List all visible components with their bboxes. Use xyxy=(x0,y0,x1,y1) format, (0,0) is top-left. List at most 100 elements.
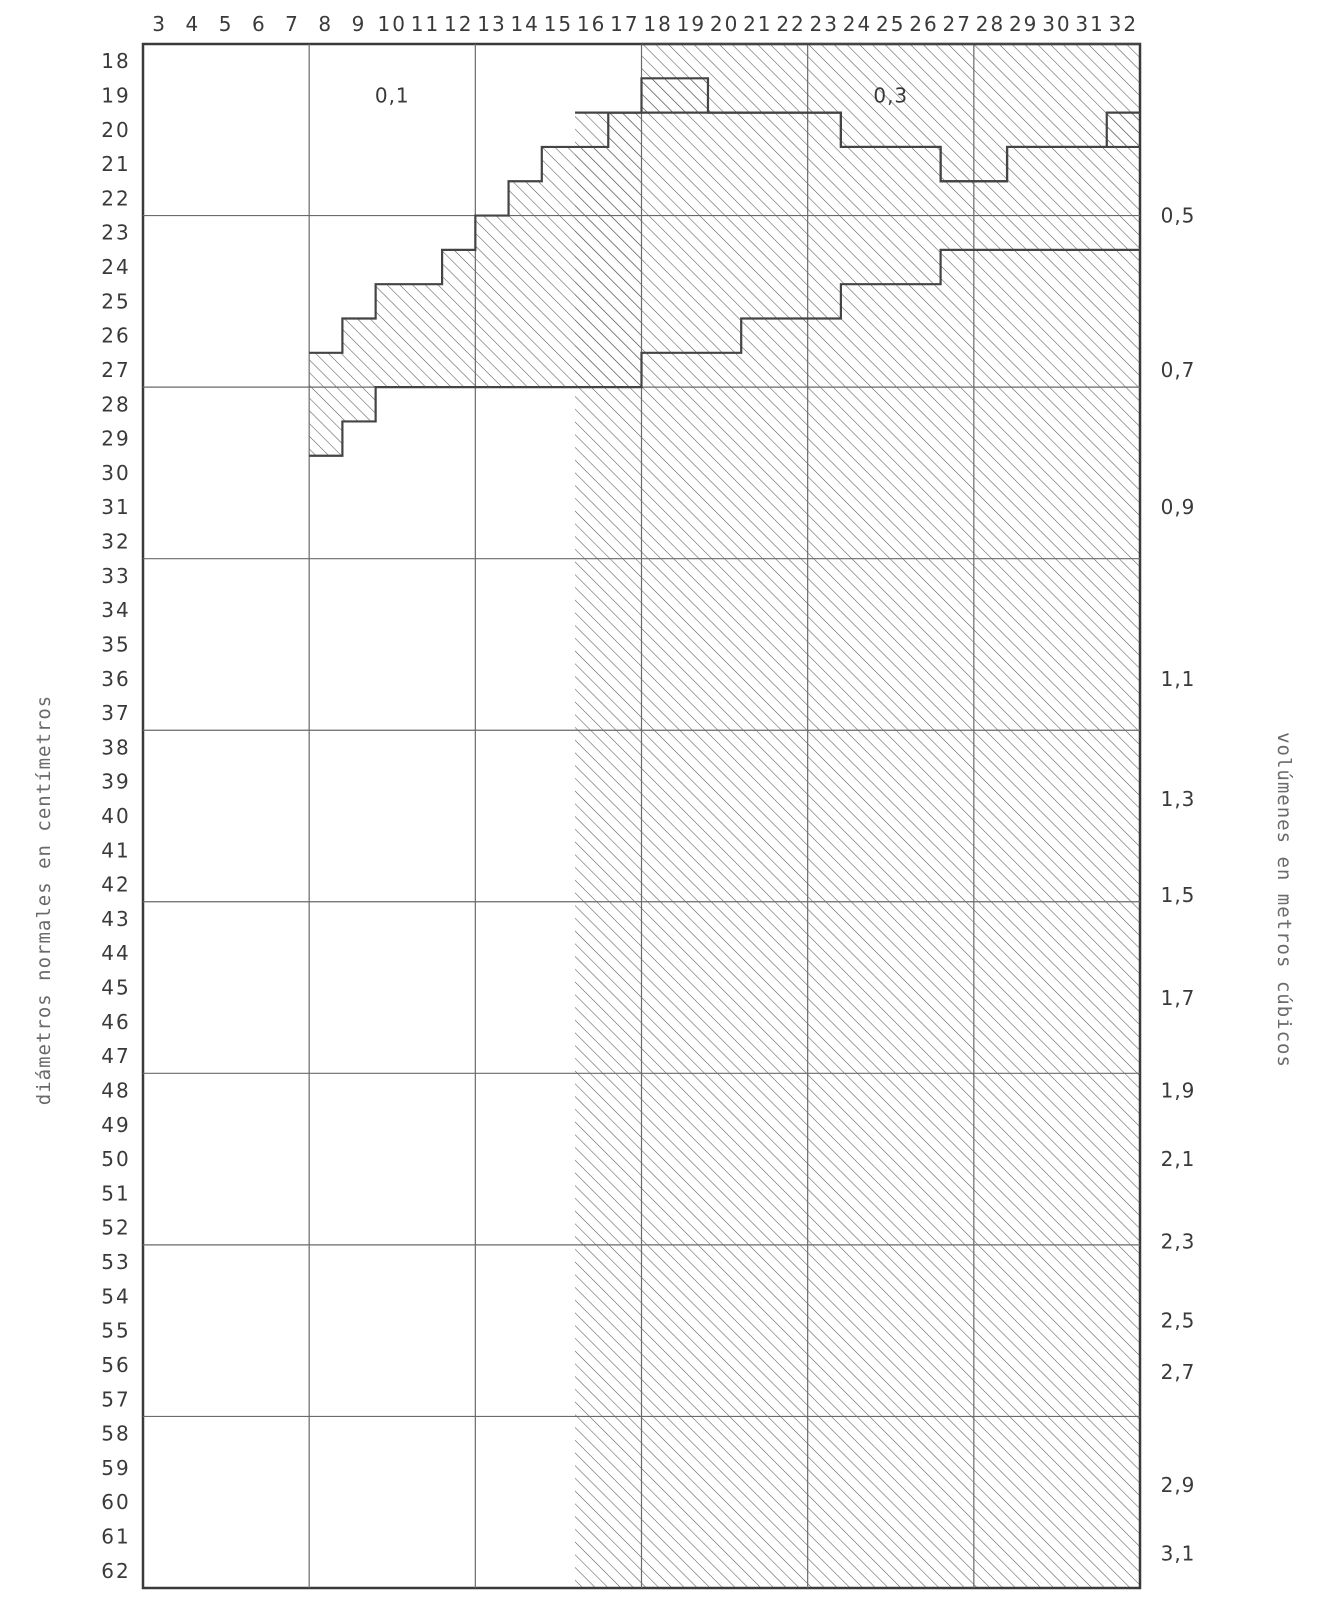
hatch-cell xyxy=(475,215,509,388)
volume-label: 2,1 xyxy=(1161,1147,1196,1171)
volume-label: 0,3 xyxy=(873,83,908,107)
hatch-cell xyxy=(608,112,642,388)
y-tick-label: 23 xyxy=(101,221,130,245)
volume-labels: 0,1 0,3 0,5 0,7 0,9 1,1 1,3 1,5 1,7 1,9 2,1 2,3 2,5 2… xyxy=(375,83,1196,1565)
y-tick-label: 35 xyxy=(101,632,130,656)
y-tick-label: 22 xyxy=(101,186,130,210)
x-tick-label: 11 xyxy=(411,12,440,36)
y-tick-label: 32 xyxy=(101,530,130,554)
y-tick-label: 42 xyxy=(101,873,130,897)
volume-label: 1,3 xyxy=(1161,787,1196,811)
volume-label: 2,7 xyxy=(1161,1360,1196,1384)
x-tick-label: 17 xyxy=(610,12,639,36)
y-tick-label: 56 xyxy=(101,1353,130,1377)
hatch-cell xyxy=(840,146,875,1588)
hatch-cell xyxy=(741,44,775,113)
volume-label: 2,9 xyxy=(1161,1473,1196,1497)
y-tick-label: 39 xyxy=(101,770,130,794)
hatch-cell xyxy=(707,44,742,113)
y-tick-label: 38 xyxy=(101,735,130,759)
hatch-cell xyxy=(442,249,476,388)
y-tick-label: 62 xyxy=(101,1559,130,1583)
hatch-cell xyxy=(973,181,1008,1589)
volume-label: 0,1 xyxy=(375,83,410,107)
x-tick-label: 25 xyxy=(876,12,905,36)
hatch-cell xyxy=(641,78,675,1588)
x-tick-label: 7 xyxy=(285,12,300,36)
volume-label: 2,3 xyxy=(1161,1229,1196,1253)
x-tick-label: 21 xyxy=(743,12,772,36)
hatch-cell xyxy=(940,44,974,182)
hatch-cell xyxy=(973,44,1008,182)
x-tick-label: 6 xyxy=(252,12,267,36)
x-tick-label: 31 xyxy=(1075,12,1104,36)
volume-label: 0,5 xyxy=(1161,204,1196,228)
y-tick-label: 60 xyxy=(101,1490,130,1514)
hatch-cell xyxy=(807,44,841,113)
x-tick-label: 12 xyxy=(444,12,473,36)
band-boundary xyxy=(309,248,1140,457)
y-tick-label: 24 xyxy=(101,255,130,279)
hatch-cell xyxy=(674,78,708,1588)
hatch-cell xyxy=(1040,44,1074,147)
hatch-cell xyxy=(1040,146,1074,1588)
y-tick-label: 21 xyxy=(101,152,130,176)
x-tick-label: 9 xyxy=(352,12,367,36)
y-tick-label: 19 xyxy=(101,83,130,107)
y-tick-label: 41 xyxy=(101,838,130,862)
y-tick-label: 61 xyxy=(101,1525,130,1549)
x-tick-label: 24 xyxy=(843,12,872,36)
x-tick-label: 15 xyxy=(544,12,573,36)
right-axis-title: volúmenes en metros cúbicos xyxy=(1273,732,1295,1068)
hatch-cell xyxy=(1073,44,1107,147)
volume-label: 0,9 xyxy=(1161,495,1196,519)
hatch-cell xyxy=(774,44,808,113)
x-tick-label: 29 xyxy=(1009,12,1038,36)
y-tick-label: 43 xyxy=(101,907,130,931)
x-tick-label: 28 xyxy=(976,12,1005,36)
y-tick-label: 27 xyxy=(101,358,130,382)
x-tick-label: 5 xyxy=(219,12,234,36)
hatch-cell xyxy=(375,284,409,388)
hatch-cell xyxy=(707,112,742,1589)
hatch-cell xyxy=(840,44,875,147)
y-tick-label: 58 xyxy=(101,1422,130,1446)
hatch-cell xyxy=(774,112,808,1589)
y-tick-label: 46 xyxy=(101,1010,130,1034)
y-tick-label: 48 xyxy=(101,1078,130,1102)
y-tick-label: 49 xyxy=(101,1113,130,1137)
hatch-cell xyxy=(907,146,941,1588)
y-tick-label: 36 xyxy=(101,667,130,691)
hatch-cell xyxy=(1007,44,1041,147)
hatch-cell xyxy=(874,146,908,1588)
hatch-cell xyxy=(874,44,908,147)
y-tick-label: 37 xyxy=(101,701,130,725)
volume-label: 1,1 xyxy=(1161,667,1196,691)
x-tick-label: 10 xyxy=(378,12,407,36)
y-tick-label: 44 xyxy=(101,941,130,965)
x-tick-label: 27 xyxy=(942,12,971,36)
y-tick-label: 50 xyxy=(101,1147,130,1171)
y-tick-label: 57 xyxy=(101,1387,130,1411)
volume-label: 1,7 xyxy=(1161,986,1196,1010)
y-tick-labels: 18 19 20 21 22 23 24 25 26 27 28 29 30 31 32 33 34 35 36 37… xyxy=(101,49,130,1583)
band-boundaries xyxy=(309,42,1140,457)
y-tick-label: 59 xyxy=(101,1456,130,1480)
hatched-volume-bands xyxy=(309,44,1140,1589)
y-tick-label: 33 xyxy=(101,564,130,588)
volume-label: 0,7 xyxy=(1161,358,1196,382)
x-tick-label: 8 xyxy=(318,12,333,36)
y-tick-label: 18 xyxy=(101,49,130,73)
y-tick-label: 29 xyxy=(101,427,130,451)
y-tick-label: 53 xyxy=(101,1250,130,1274)
x-tick-label: 14 xyxy=(510,12,539,36)
x-tick-label: 22 xyxy=(776,12,805,36)
hatch-cell xyxy=(508,181,542,388)
hatch-cell xyxy=(807,112,841,1589)
y-tick-label: 45 xyxy=(101,976,130,1000)
chart-grid xyxy=(141,42,1142,1590)
band-boundary xyxy=(575,77,1140,183)
hatch-cell xyxy=(541,146,576,388)
hatch-cell xyxy=(1007,146,1041,1588)
